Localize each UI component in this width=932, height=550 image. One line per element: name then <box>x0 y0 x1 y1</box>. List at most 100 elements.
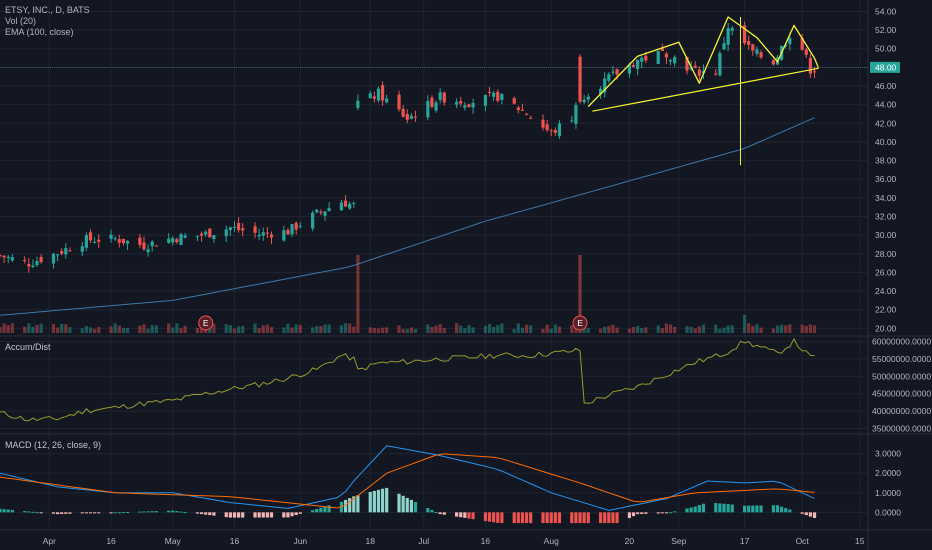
histogram-bar <box>582 512 586 524</box>
volume-bar <box>253 323 257 333</box>
price-tick: 46.00 <box>875 81 897 91</box>
accum-dist-tick: 50000000.0000 <box>872 371 931 381</box>
volume-bar <box>2 323 6 333</box>
accum-dist-pane[interactable]: Accum/Dist <box>0 337 815 422</box>
price-tick: 36.00 <box>875 174 897 184</box>
candle-body <box>520 109 525 111</box>
candle-body <box>800 38 804 50</box>
candle-body <box>570 120 574 122</box>
earnings-marker-circle[interactable] <box>572 315 588 331</box>
time-tick: 16 <box>481 536 491 546</box>
histogram-bar <box>722 503 726 513</box>
histogram-bar <box>265 512 269 518</box>
volume-bar <box>426 324 430 333</box>
time-tick: Aug <box>544 536 559 546</box>
legend-ema[interactable]: EMA (100, close) <box>5 27 74 37</box>
histogram-bar <box>2 509 6 513</box>
legend: ETSY, INC., D, BATS Vol (20) EMA (100, c… <box>5 5 90 37</box>
histogram-bar <box>60 512 64 514</box>
earnings-marker-circle[interactable] <box>198 315 214 331</box>
volume-bar <box>701 324 706 333</box>
macd-tick: 3.0000 <box>875 449 901 459</box>
histogram-bar <box>631 512 636 517</box>
candle-body <box>611 71 615 73</box>
candle-body <box>80 246 84 252</box>
histogram-bar <box>512 512 516 524</box>
volume-bar <box>607 326 611 333</box>
time-tick: 15 <box>855 536 865 546</box>
volume-bar <box>751 325 755 333</box>
histogram-bar <box>27 511 31 513</box>
price-tick: 24.00 <box>875 286 897 296</box>
candle-body <box>175 239 179 243</box>
volume-bar <box>660 328 664 333</box>
volume-bar <box>442 327 446 333</box>
histogram-bar <box>615 512 619 524</box>
candle-body <box>442 92 446 103</box>
candle-body <box>603 78 607 93</box>
legend-symbol[interactable]: ETSY, INC., D, BATS <box>5 5 90 15</box>
volume-bar <box>812 325 817 333</box>
histogram-bar <box>751 505 755 513</box>
accum-dist-axis[interactable]: 60000000.0000 55000000.0000 50000000.0000 4… <box>872 336 931 433</box>
histogram-bar <box>109 512 113 514</box>
volume-bar <box>405 328 409 333</box>
histogram-bar <box>142 511 146 513</box>
volume-bar <box>298 324 302 333</box>
time-tick: 20 <box>625 536 635 546</box>
macd-tick: 1.0000 <box>875 488 901 498</box>
candle-body <box>113 238 117 240</box>
histogram-bar <box>784 508 788 513</box>
volume-bar <box>397 325 401 333</box>
volume-bar <box>343 323 348 333</box>
candle-body <box>401 108 405 117</box>
macd-pane[interactable]: MACD (12, 26, close, 9) <box>0 440 817 524</box>
macd-axis[interactable]: 3.0000 2.0000 1.0000 0.0000 <box>875 449 901 518</box>
histogram-bar <box>463 512 467 518</box>
volume-bar <box>549 328 553 333</box>
candle-body <box>269 234 274 238</box>
histogram-bar <box>759 505 763 513</box>
volume-bar <box>183 325 187 333</box>
candle-body <box>397 94 401 110</box>
accum-dist-label[interactable]: Accum/Dist <box>5 342 51 352</box>
histogram-bar <box>586 512 590 524</box>
price-axis[interactable]: 54.00 52.00 50.00 48.00 46.00 44.00 42.00 40.00… <box>875 6 897 333</box>
histogram-bar <box>397 493 401 513</box>
accum-dist-tick: 55000000.0000 <box>872 354 931 364</box>
macd-label[interactable]: MACD (12, 26, close, 9) <box>5 440 101 450</box>
time-tick: 17 <box>740 536 750 546</box>
price-tick: 34.00 <box>875 193 897 203</box>
histogram-bar <box>327 505 331 513</box>
time-axis[interactable]: Apr 16 May 16 Jun 18 Jul 16 Aug 20 Sep 17 Oct 15 <box>43 536 865 546</box>
volume-bar <box>644 327 648 333</box>
volume-bar <box>430 326 434 333</box>
volume-bar <box>673 326 677 333</box>
candle-body <box>257 234 261 237</box>
histogram-bar <box>442 512 446 515</box>
volume-bar <box>282 327 286 333</box>
candle-body <box>298 225 302 227</box>
candle-body <box>0 255 2 257</box>
candle-body <box>356 100 360 108</box>
candle-body <box>636 59 640 69</box>
volume-bar <box>93 328 97 333</box>
volume-bar <box>599 328 603 333</box>
candle-body <box>212 235 216 239</box>
price-tick: 30.00 <box>875 230 897 240</box>
histogram-bar <box>31 511 35 513</box>
volume-bar <box>23 326 27 333</box>
legend-volume[interactable]: Vol (20) <box>5 16 36 26</box>
candle-body <box>599 88 603 95</box>
candle-body <box>93 241 97 243</box>
histogram-bar <box>664 512 669 514</box>
histogram-bar <box>673 511 677 513</box>
candle-body <box>109 234 113 239</box>
candle-body <box>167 238 171 243</box>
candle-body <box>693 65 697 69</box>
histogram-bar <box>121 512 126 514</box>
candle-body <box>714 73 718 75</box>
